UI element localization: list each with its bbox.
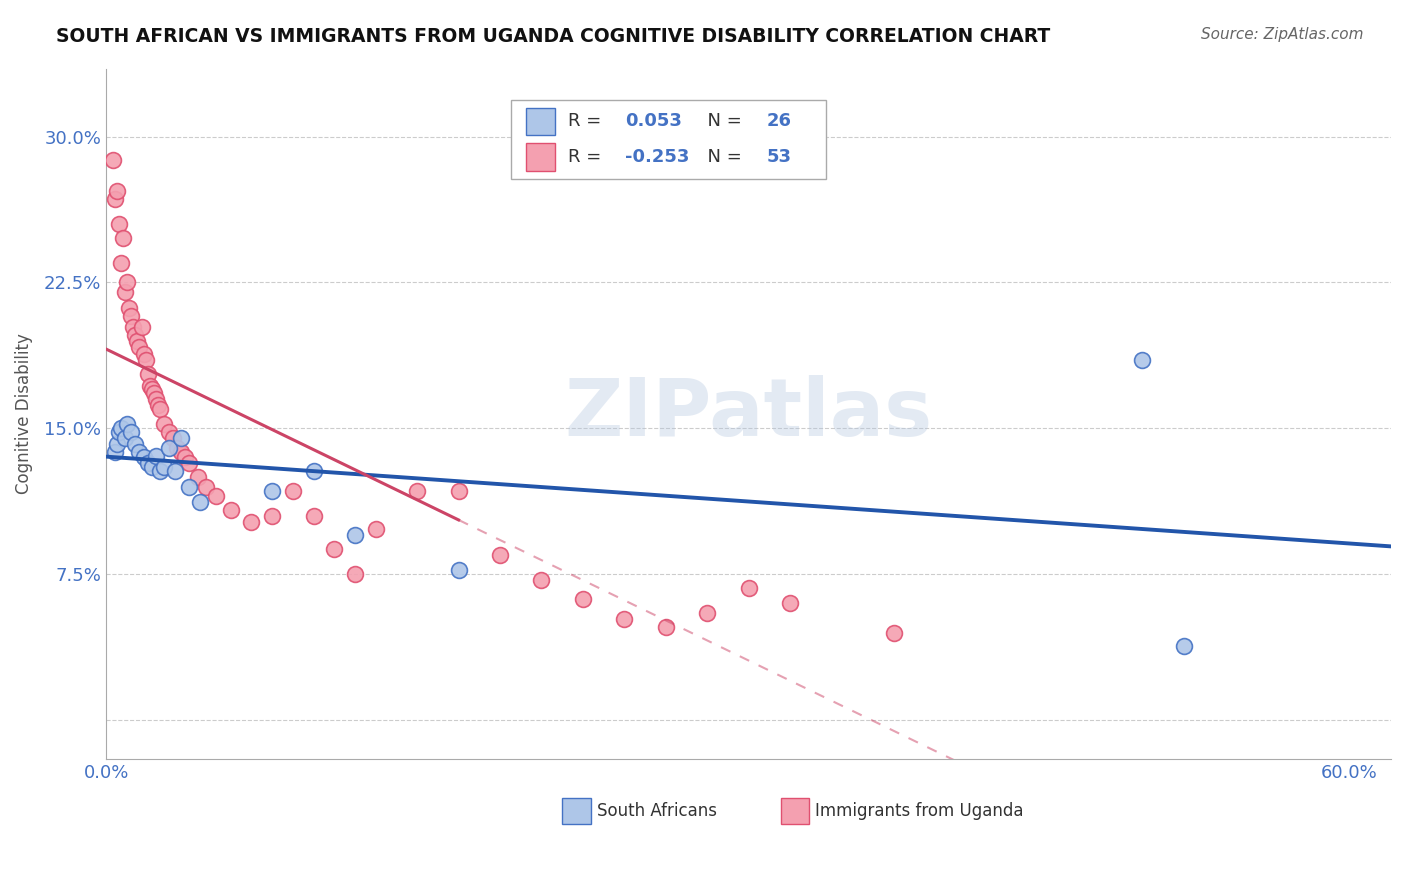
Point [124,437,146,451]
Text: 53: 53 [766,148,792,166]
Point [205,489,228,503]
Text: N =: N = [696,112,748,130]
Point [135,353,157,368]
Point [262,508,284,523]
Point [111,230,134,244]
Bar [526,108,555,136]
Point [447,483,470,498]
Point [883,625,905,640]
Point [530,573,553,587]
Point [128,340,150,354]
Point [572,592,595,607]
Bar [562,797,591,824]
Point [188,495,211,509]
Text: Source: ZipAtlas.com: Source: ZipAtlas.com [1201,27,1364,42]
Point [139,378,162,392]
Text: -0.253: -0.253 [626,148,690,166]
Y-axis label: Cognitive Disability: Cognitive Disability [15,334,32,494]
Point [120,309,142,323]
Point [219,503,242,517]
Point [262,483,284,498]
Point [132,450,155,465]
Point [146,398,169,412]
Point [127,334,149,348]
Point [143,386,166,401]
Point [141,383,163,397]
Point [115,276,138,290]
Point [128,444,150,458]
Point [105,437,128,451]
Point [323,541,346,556]
Point [105,184,128,198]
Point [118,301,141,315]
Point [110,256,132,270]
Point [110,421,132,435]
Bar [780,797,808,824]
Text: N =: N = [696,148,748,166]
Point [166,441,188,455]
Text: 0.053: 0.053 [626,112,682,130]
Text: R =: R = [568,148,606,166]
Point [302,508,325,523]
Text: Immigrants from Uganda: Immigrants from Uganda [815,802,1024,820]
Point [174,450,197,465]
Point [107,425,129,440]
Point [122,320,145,334]
Point [447,563,470,577]
Text: R =: R = [568,112,606,130]
Point [186,470,208,484]
Point [489,548,512,562]
Point [343,567,366,582]
Point [149,464,172,478]
Point [149,401,172,416]
Point [406,483,429,498]
Point [114,285,136,300]
Bar [526,144,555,171]
Point [696,606,718,620]
Point [145,392,167,406]
Point [136,456,159,470]
Point [240,515,263,529]
Point [104,192,127,206]
Point [737,581,759,595]
Point [343,528,366,542]
Text: SOUTH AFRICAN VS IMMIGRANTS FROM UGANDA COGNITIVE DISABILITY CORRELATION CHART: SOUTH AFRICAN VS IMMIGRANTS FROM UGANDA … [56,27,1050,45]
Point [114,431,136,445]
Point [194,480,217,494]
Point [101,153,124,167]
Point [281,483,304,498]
Point [141,460,163,475]
Point [136,367,159,381]
Point [163,464,186,478]
Point [1130,353,1153,368]
Text: 26: 26 [766,112,792,130]
Point [179,480,201,494]
Point [124,328,146,343]
FancyBboxPatch shape [510,100,825,179]
Point [170,431,193,445]
Point [655,620,678,634]
Point [157,425,180,440]
Point [613,612,636,626]
Point [170,444,193,458]
Point [157,441,180,455]
Point [153,460,176,475]
Point [131,320,153,334]
Point [302,464,325,478]
Point [115,417,138,432]
Point [364,523,387,537]
Point [153,417,176,432]
Point [107,217,129,231]
Point [132,347,155,361]
Point [120,425,142,440]
Point [162,431,184,445]
Point [145,449,167,463]
Point [104,444,127,458]
Point [1173,639,1195,653]
Point [179,456,201,470]
Text: South Africans: South Africans [598,802,717,820]
Text: ZIPatlas: ZIPatlas [565,375,932,453]
Point [779,596,801,610]
